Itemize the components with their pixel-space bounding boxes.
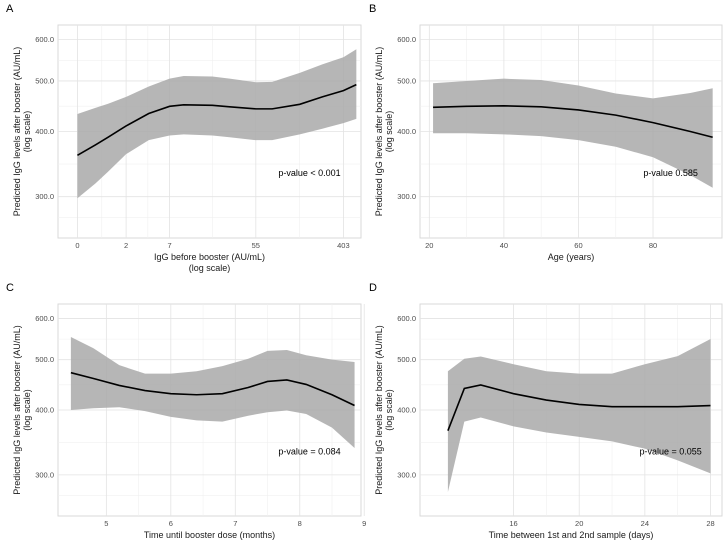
confidence-band: [77, 49, 357, 199]
x-tick-label: 5: [104, 519, 108, 528]
panel-label: C: [6, 282, 14, 294]
y-axis-subtitle: (log scale): [384, 389, 394, 431]
y-axis-subtitle: (log scale): [22, 389, 32, 431]
y-tick-label: 600.0: [397, 314, 416, 323]
y-tick-label: 400.0: [397, 406, 416, 415]
y-tick-label: 300.0: [35, 192, 54, 201]
y-axis-title: Predicted IgG levels after booster (AU/m…: [374, 325, 384, 495]
panel-label: B: [369, 3, 376, 15]
y-tick-label: 300.0: [35, 470, 54, 479]
p-value-annotation: p-value < 0.001: [278, 168, 340, 178]
x-tick-label: 403: [337, 241, 350, 250]
p-value-annotation: p-value 0.585: [643, 168, 698, 178]
x-tick-label: 80: [649, 241, 657, 250]
fit-line: [70, 371, 355, 407]
x-tick-label: 6: [169, 519, 173, 528]
fit-line: [447, 384, 711, 431]
y-tick-label: 600.0: [397, 35, 416, 44]
x-tick-label: 7: [167, 241, 171, 250]
x-axis-title: IgG before booster (AU/mL): [154, 252, 265, 262]
x-tick-label: 0: [75, 241, 79, 250]
x-tick-label: 16: [509, 519, 517, 528]
x-axis-title: Time until booster dose (months): [144, 530, 275, 540]
x-tick-label: 55: [252, 241, 260, 250]
panel-a: 300.0 400.0 500.0 600.0 0 2 7 55 403 IgG before b…: [6, 3, 362, 273]
panel-label: A: [6, 3, 14, 15]
x-axis-subtitle: (log scale): [189, 263, 231, 273]
x-tick-label: 9: [362, 519, 366, 528]
x-tick-label: 8: [298, 519, 302, 528]
y-tick-label: 600.0: [35, 314, 54, 323]
y-tick-label: 400.0: [35, 406, 54, 415]
y-tick-label: 500.0: [397, 355, 416, 364]
p-value-annotation: p-value = 0.055: [640, 447, 702, 457]
y-tick-label: 300.0: [397, 192, 416, 201]
panel-c: 300.0 400.0 500.0 600.0 5 6 7 8 9 Time until boos…: [6, 282, 366, 540]
y-tick-label: 400.0: [35, 127, 54, 136]
confidence-band: [70, 336, 355, 448]
x-axis-title: Age (years): [548, 252, 595, 262]
y-axis-subtitle: (log scale): [384, 111, 394, 153]
panel-b: 300.0 400.0 500.0 600.0 20 40 60 80 Age (years) P…: [369, 3, 723, 262]
x-tick-label: 28: [706, 519, 714, 528]
y-tick-label: 400.0: [397, 127, 416, 136]
y-tick-label: 600.0: [35, 35, 54, 44]
y-tick-label: 500.0: [35, 355, 54, 364]
panel-label: D: [369, 282, 377, 294]
x-tick-label: 20: [575, 519, 583, 528]
panel-d: 300.0 400.0 500.0 600.0 16 20 24 28 Time between…: [369, 282, 723, 540]
x-tick-label: 20: [425, 241, 433, 250]
p-value-annotation: p-value = 0.084: [278, 447, 340, 457]
x-tick-label: 7: [233, 519, 237, 528]
y-axis-title: Predicted IgG levels after booster (AU/m…: [12, 325, 22, 495]
confidence-band: [447, 339, 711, 493]
x-tick-label: 60: [574, 241, 582, 250]
y-axis-subtitle: (log scale): [22, 111, 32, 153]
x-tick-label: 24: [641, 519, 649, 528]
y-axis-title: Predicted IgG levels after booster (AU/m…: [374, 47, 384, 217]
x-axis-title: Time between 1st and 2nd sample (days): [489, 530, 654, 540]
x-tick-label: 40: [500, 241, 508, 250]
y-tick-label: 500.0: [35, 76, 54, 85]
y-tick-label: 500.0: [397, 76, 416, 85]
x-tick-label: 2: [124, 241, 128, 250]
y-tick-label: 300.0: [397, 470, 416, 479]
fit-line: [77, 83, 357, 157]
fit-line: [433, 105, 713, 139]
y-axis-title: Predicted IgG levels after booster (AU/m…: [12, 47, 22, 217]
